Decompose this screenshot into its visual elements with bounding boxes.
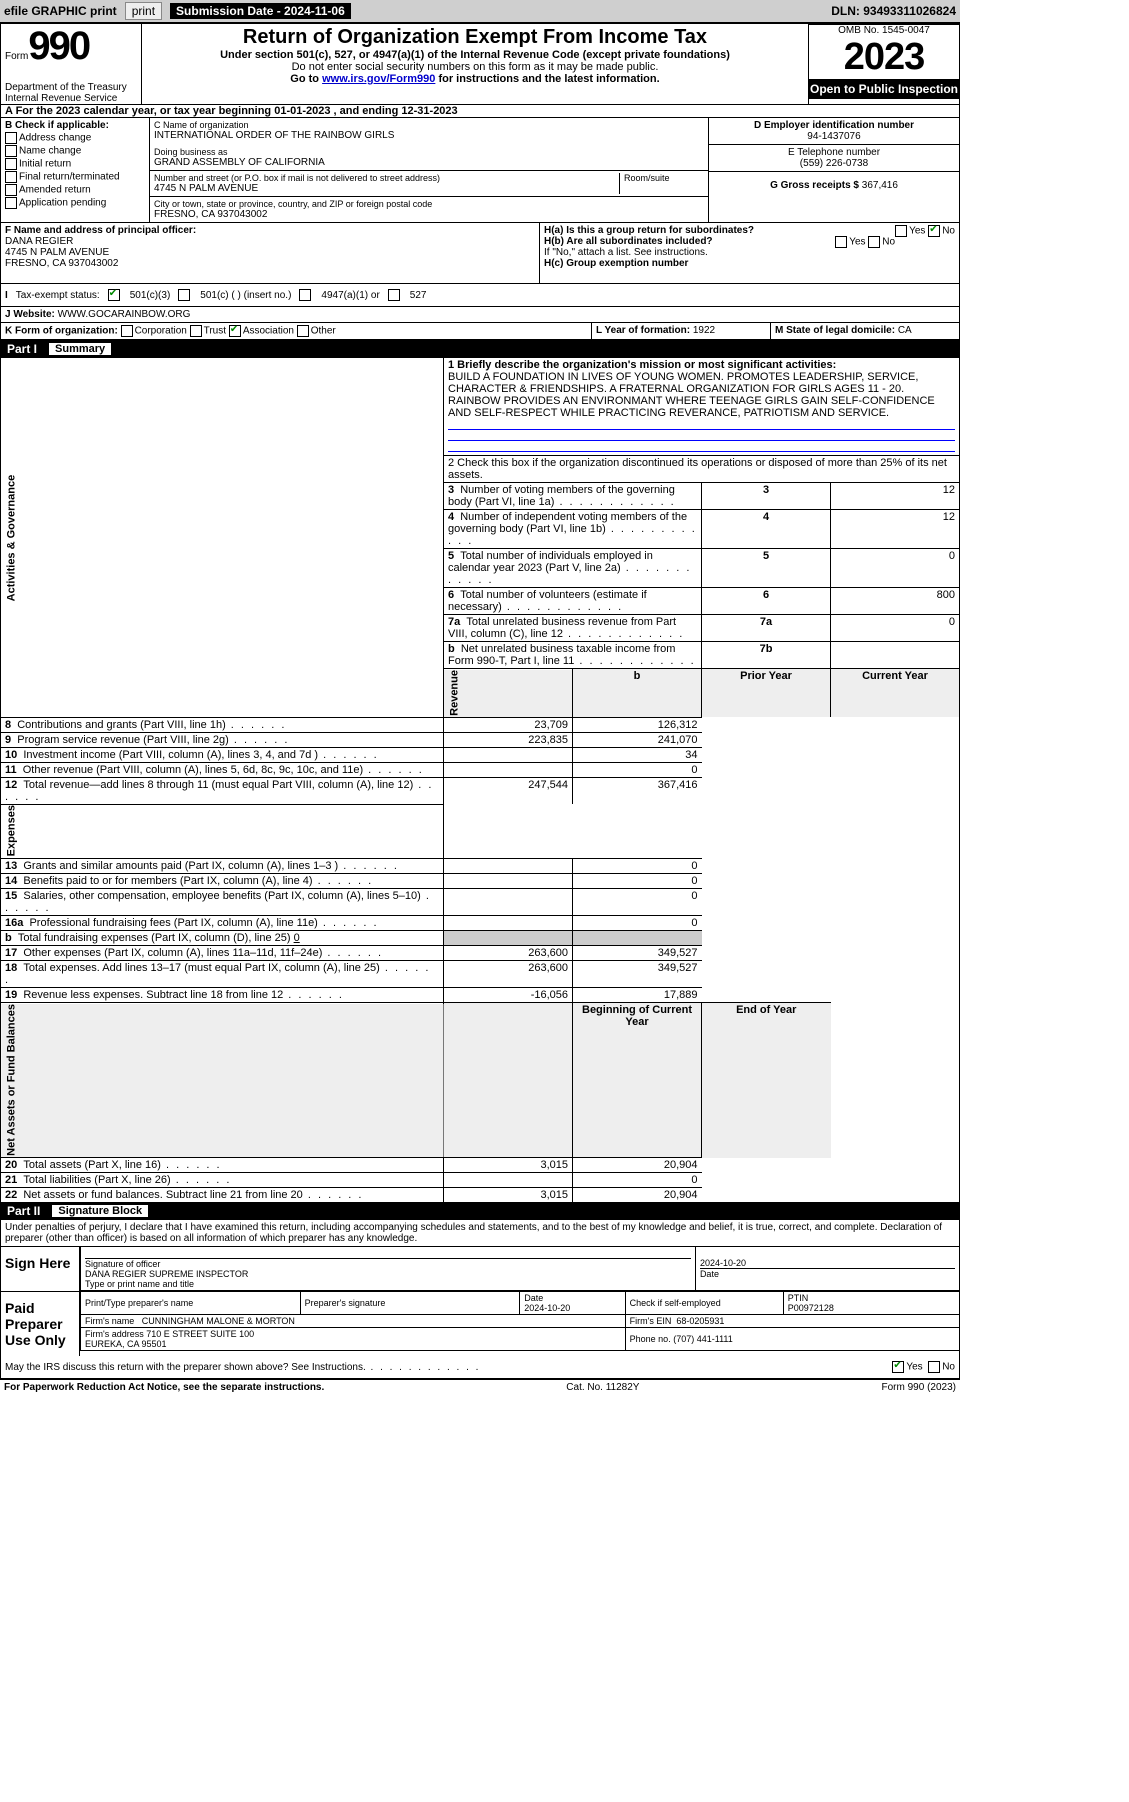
dba: GRAND ASSEMBLY OF CALIFORNIA <box>154 157 704 168</box>
goto-label: Go to <box>290 73 319 85</box>
part2-bar: Part II Signature Block <box>1 1202 959 1220</box>
chk-4947[interactable] <box>299 289 311 301</box>
b-label: B Check if applicable: <box>5 120 145 131</box>
h-c: H(c) Group exemption number <box>544 258 955 269</box>
table-row: 17 Other expenses (Part IX, column (A), … <box>1 946 959 961</box>
form-body: Form990 Department of the Treasury Inter… <box>0 23 960 1379</box>
chk-501c3[interactable] <box>108 289 120 301</box>
officer-name: DANA REGIER <box>5 236 535 247</box>
net-label: Net Assets or Fund Balances <box>1 1003 444 1158</box>
chk-pending[interactable]: Application pending <box>5 197 145 209</box>
line1-label: 1 Briefly describe the organization's mi… <box>448 359 955 371</box>
firm-addr: 710 E STREET SUITE 100 <box>146 1329 254 1339</box>
chk-501c[interactable] <box>178 289 190 301</box>
street: 4745 N PALM AVENUE <box>154 183 619 194</box>
table-row: 15 Salaries, other compensation, employe… <box>1 889 959 916</box>
chk-discuss-yes[interactable] <box>892 1361 904 1373</box>
chk-discuss-no[interactable] <box>928 1361 940 1373</box>
chk-address[interactable]: Address change <box>5 132 145 144</box>
officer-addr2: FRESNO, CA 937043002 <box>5 258 535 269</box>
paid-preparer-block: Paid Preparer Use Only Print/Type prepar… <box>1 1291 959 1356</box>
gov-label: Activities & Governance <box>1 358 444 717</box>
city: FRESNO, CA 937043002 <box>154 209 704 220</box>
e-label: E Telephone number <box>713 147 955 158</box>
form-word: Form <box>5 51 28 62</box>
c-name-label: C Name of organization <box>154 120 704 130</box>
table-row: 22 Net assets or fund balances. Subtract… <box>1 1188 959 1203</box>
dba-label: Doing business as <box>154 147 704 157</box>
dln: DLN: 93493311026824 <box>831 4 956 18</box>
city-label: City or town, state or province, country… <box>154 199 704 209</box>
mission-text: BUILD A FOUNDATION IN LIVES OF YOUNG WOM… <box>448 371 955 419</box>
f-label: F Name and address of principal officer: <box>5 225 535 236</box>
gross-receipts: 367,416 <box>862 180 898 191</box>
h-b-tail: If "No," attach a list. See instructions… <box>544 247 955 258</box>
officer-group-block: F Name and address of principal officer:… <box>1 223 959 284</box>
goto-tail: for instructions and the latest informat… <box>438 73 659 85</box>
file-header-bar: efile GRAPHIC print print Submission Dat… <box>0 0 960 23</box>
table-row: 21 Total liabilities (Part X, line 26)0 <box>1 1173 959 1188</box>
ssn-note: Do not enter social security numbers on … <box>146 61 804 73</box>
table-row: 12 Total revenue—add lines 8 through 11 … <box>1 777 959 804</box>
g-label: G Gross receipts $ <box>770 180 859 191</box>
form-header: Form990 Department of the Treasury Inter… <box>1 24 959 105</box>
table-row: 14 Benefits paid to or for members (Part… <box>1 874 959 889</box>
officer-sig: DANA REGIER SUPREME INSPECTOR <box>85 1269 691 1279</box>
omb: OMB No. 1545-0047 <box>809 24 959 36</box>
dept-label: Department of the Treasury Internal Reve… <box>5 82 137 104</box>
print-button[interactable]: print <box>125 2 162 20</box>
ptin: P00972128 <box>788 1303 834 1313</box>
sign-here-block: Sign Here Signature of officer DANA REGI… <box>1 1246 959 1291</box>
open-public: Open to Public Inspection <box>809 79 959 99</box>
tax-year: 2023 <box>809 36 959 79</box>
irs-discuss-row: May the IRS discuss this return with the… <box>1 1356 959 1378</box>
chk-final[interactable]: Final return/terminated <box>5 171 145 183</box>
addr-label: Number and street (or P.O. box if mail i… <box>154 173 619 183</box>
table-row: 13 Grants and similar amounts paid (Part… <box>1 859 959 874</box>
table-row: 10 Investment income (Part VIII, column … <box>1 747 959 762</box>
submission-date: Submission Date - 2024-11-06 <box>170 3 351 19</box>
org-name: INTERNATIONAL ORDER OF THE RAINBOW GIRLS <box>154 130 704 141</box>
table-row: 18 Total expenses. Add lines 13–17 (must… <box>1 961 959 988</box>
table-row: 11 Other revenue (Part VIII, column (A),… <box>1 762 959 777</box>
phone: (559) 226-0738 <box>713 158 955 169</box>
irs-link[interactable]: www.irs.gov/Form990 <box>322 73 435 85</box>
tax-exempt-row: I Tax-exempt status: 501(c)(3) 501(c) ( … <box>1 284 959 307</box>
table-row: 9 Program service revenue (Part VIII, li… <box>1 732 959 747</box>
line2: 2 Check this box if the organization dis… <box>444 456 960 483</box>
table-row: 8 Contributions and grants (Part VIII, l… <box>1 717 959 732</box>
room-label: Room/suite <box>619 173 704 194</box>
chk-527[interactable] <box>388 289 400 301</box>
rev-label: Revenue <box>444 669 573 718</box>
form-number: 990 <box>28 26 89 66</box>
chk-initial[interactable]: Initial return <box>5 158 145 170</box>
exp-label: Expenses <box>1 804 444 858</box>
firm-name: CUNNINGHAM MALONE & MORTON <box>142 1316 295 1326</box>
form-title: Return of Organization Exempt From Incom… <box>146 26 804 49</box>
table-row: 16a Professional fundraising fees (Part … <box>1 916 959 931</box>
website-row: J Website: WWW.GOCARAINBOW.ORG <box>1 307 959 323</box>
sig-date: 2024-10-20 <box>700 1258 955 1268</box>
table-row: b Total fundraising expenses (Part IX, c… <box>1 931 959 946</box>
chk-amended[interactable]: Amended return <box>5 184 145 196</box>
tax-year-row: A For the 2023 calendar year, or tax yea… <box>1 105 959 118</box>
part1-bar: Part I Summary <box>1 340 959 358</box>
firm-ein: 68-0205931 <box>676 1316 724 1326</box>
declaration: Under penalties of perjury, I declare th… <box>1 1220 959 1246</box>
ein: 94-1437076 <box>713 131 955 142</box>
firm-phone: (707) 441-1111 <box>673 1334 733 1344</box>
website: WWW.GOCARAINBOW.ORG <box>58 309 191 320</box>
klm-row: K Form of organization: Corporation Trus… <box>1 323 959 340</box>
summary-table: Activities & Governance 1 Briefly descri… <box>1 358 959 1202</box>
form-subtitle: Under section 501(c), 527, or 4947(a)(1)… <box>146 49 804 61</box>
chk-name[interactable]: Name change <box>5 145 145 157</box>
efile-label: efile GRAPHIC print <box>4 4 117 18</box>
officer-addr1: 4745 N PALM AVENUE <box>5 247 535 258</box>
d-label: D Employer identification number <box>713 120 955 131</box>
page-footer: For Paperwork Reduction Act Notice, see … <box>0 1379 960 1395</box>
identity-block: B Check if applicable: Address change Na… <box>1 118 959 223</box>
table-row: 19 Revenue less expenses. Subtract line … <box>1 988 959 1003</box>
table-row: 20 Total assets (Part X, line 16)3,01520… <box>1 1158 959 1173</box>
